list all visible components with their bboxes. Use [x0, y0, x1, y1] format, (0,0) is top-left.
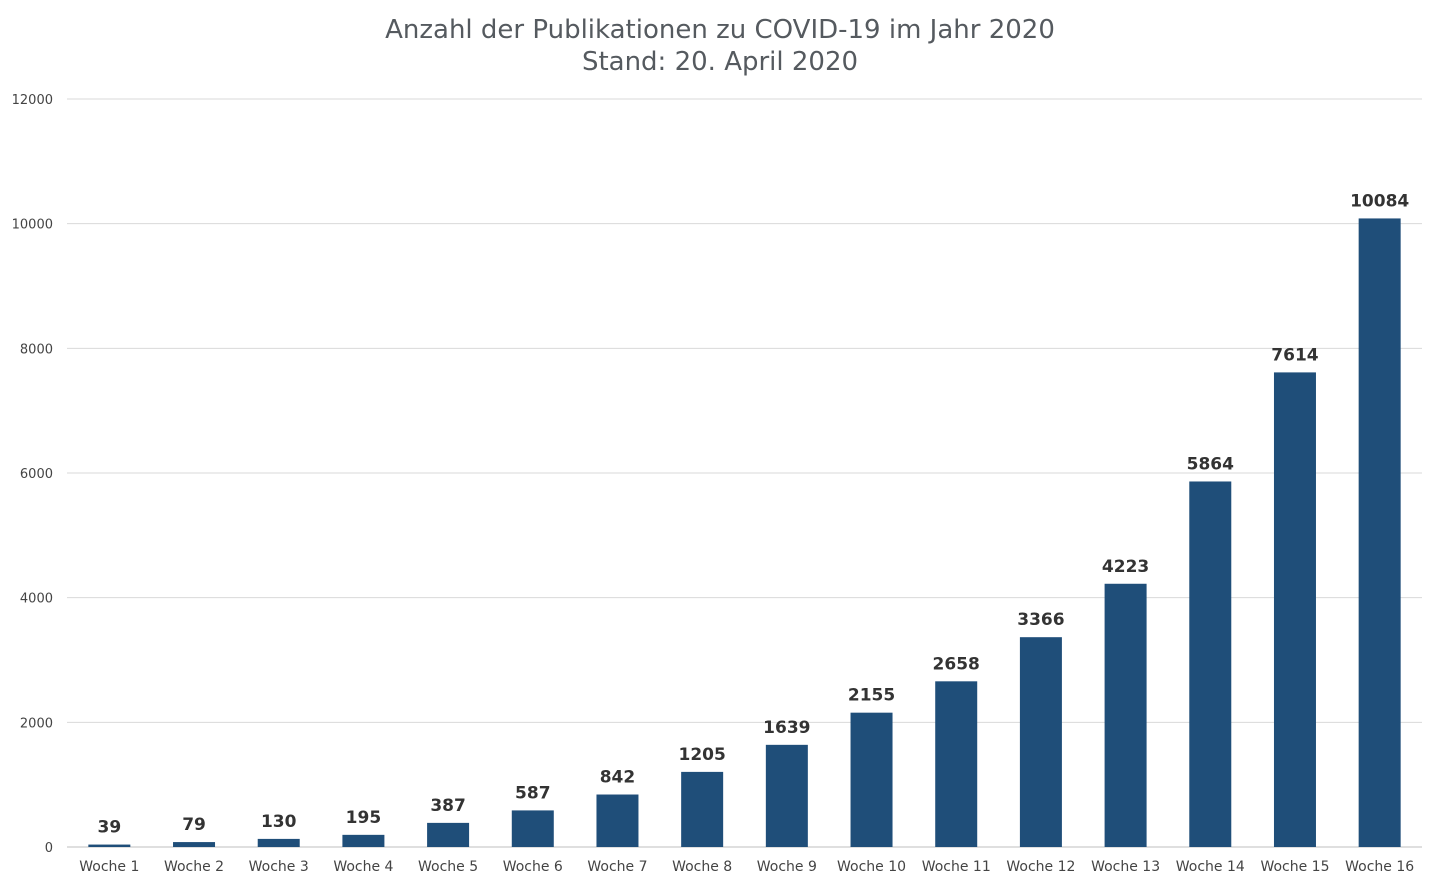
x-tick-label: Woche 2: [164, 859, 224, 875]
data-label: 79: [182, 815, 206, 835]
data-label: 1639: [763, 718, 810, 738]
bar: [681, 771, 724, 847]
x-tick-label: Woche 6: [503, 859, 563, 875]
bar: [935, 681, 978, 847]
data-label: 195: [346, 808, 382, 828]
chart-title-block: Anzahl der Publikationen zu COVID-19 im …: [0, 14, 1440, 78]
y-tick-label: 6000: [20, 467, 53, 482]
bar: [88, 844, 131, 847]
data-label: 587: [515, 783, 551, 803]
bar: [765, 744, 808, 847]
bar: [1104, 583, 1147, 847]
data-label: 39: [98, 818, 122, 838]
y-tick-label: 10000: [12, 218, 53, 233]
data-label: 130: [261, 812, 297, 832]
y-tick-label: 0: [45, 841, 53, 856]
y-axis: 0 2000 4000 6000 8000 10000 12000: [12, 93, 53, 856]
bar: [850, 712, 893, 847]
bar: [173, 842, 216, 847]
data-label: 387: [430, 796, 466, 816]
y-tick-label: 4000: [20, 592, 53, 607]
bar: [1019, 637, 1062, 847]
data-label: 4223: [1102, 557, 1149, 577]
x-tick-label: Woche 13: [1091, 859, 1160, 875]
x-tick-label: Woche 4: [333, 859, 393, 875]
bar: [1358, 218, 1401, 847]
data-label: 842: [600, 768, 636, 788]
bar: [511, 810, 554, 847]
data-label: 1205: [678, 745, 725, 765]
chart-title: Anzahl der Publikationen zu COVID-19 im …: [385, 15, 1055, 45]
x-tick-label: Woche 14: [1176, 859, 1245, 875]
x-tick-label: Woche 7: [587, 859, 647, 875]
data-label: 2155: [848, 686, 895, 706]
y-tick-label: 2000: [20, 716, 53, 731]
bars: [88, 218, 1401, 847]
chart-subtitle: Stand: 20. April 2020: [581, 47, 859, 77]
x-tick-label: Woche 16: [1345, 859, 1414, 875]
data-label: 10084: [1350, 191, 1409, 211]
x-tick-label: Woche 12: [1006, 859, 1075, 875]
bar: [1189, 481, 1232, 847]
x-tick-label: Woche 9: [757, 859, 817, 875]
bar: [257, 838, 300, 847]
data-labels: 39 79 130 195 387 587 842 1205 1639 2155 2658 3366 4…: [98, 191, 1410, 837]
x-tick-label: Woche 10: [837, 859, 906, 875]
x-tick-label: Woche 8: [672, 859, 732, 875]
data-label: 3366: [1017, 610, 1064, 630]
bar: [342, 834, 385, 847]
data-label: 7614: [1271, 345, 1318, 365]
data-label: 5864: [1187, 454, 1234, 474]
bar: [1273, 372, 1316, 847]
x-axis: Woche 1 Woche 2 Woche 3 Woche 4 Woche 5 Woche…: [79, 859, 1414, 875]
x-tick-label: Woche 3: [249, 859, 309, 875]
bar: [596, 794, 639, 847]
x-tick-label: Woche 1: [79, 859, 139, 875]
x-tick-label: Woche 15: [1260, 859, 1329, 875]
bar: [427, 822, 470, 847]
x-tick-label: Woche 5: [418, 859, 478, 875]
y-tick-label: 12000: [12, 93, 53, 108]
x-tick-label: Woche 11: [922, 859, 991, 875]
data-label: 2658: [933, 654, 980, 674]
y-tick-label: 8000: [20, 342, 53, 357]
